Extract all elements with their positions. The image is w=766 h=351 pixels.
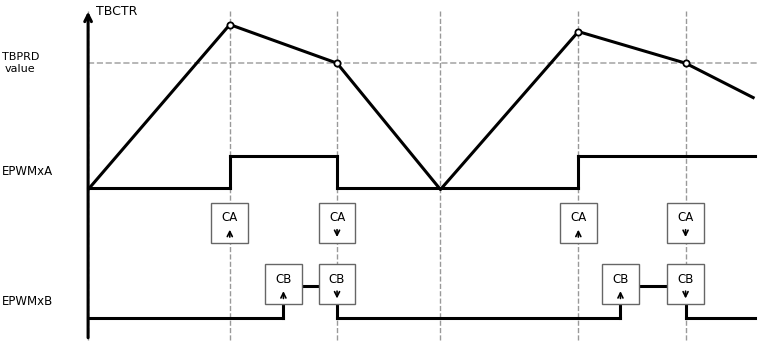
Text: CB: CB: [329, 273, 345, 286]
Bar: [265, 264, 302, 304]
Text: CB: CB: [677, 273, 694, 286]
Text: TBCTR: TBCTR: [96, 5, 137, 18]
Text: CA: CA: [677, 211, 694, 224]
Bar: [319, 264, 355, 304]
Bar: [319, 203, 355, 243]
Text: CB: CB: [612, 273, 629, 286]
Text: EPWMxA: EPWMxA: [2, 165, 53, 179]
Bar: [602, 264, 639, 304]
Text: TBPRD
value: TBPRD value: [2, 52, 39, 74]
Bar: [667, 264, 704, 304]
Text: EPWMxB: EPWMxB: [2, 295, 53, 309]
Text: CA: CA: [221, 211, 238, 224]
Bar: [560, 203, 597, 243]
Text: CB: CB: [275, 273, 292, 286]
Bar: [667, 203, 704, 243]
Text: CA: CA: [570, 211, 587, 224]
Bar: [211, 203, 248, 243]
Text: CA: CA: [329, 211, 345, 224]
